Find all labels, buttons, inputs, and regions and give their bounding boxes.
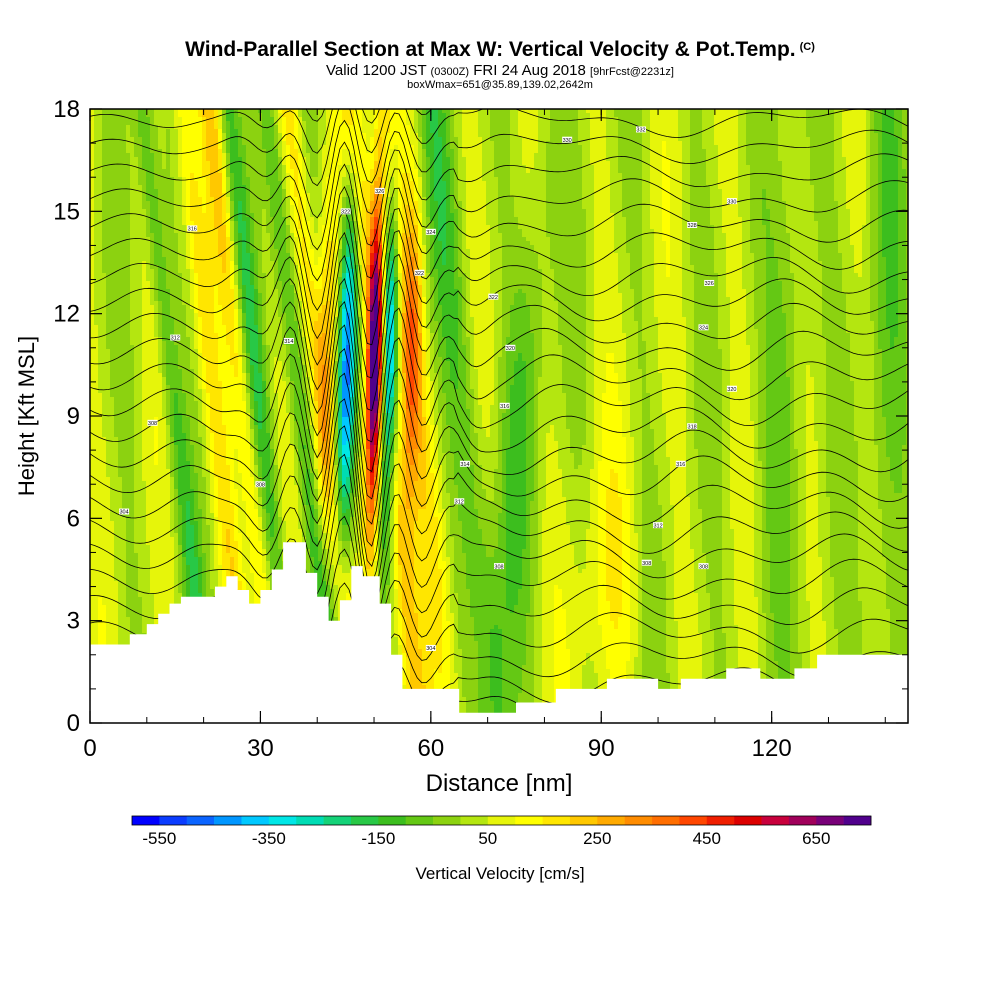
colorbar-swatch — [761, 816, 790, 825]
colorbar-swatch — [296, 816, 324, 825]
colorbar-swatch — [323, 816, 352, 825]
contour-label: 312 — [454, 498, 465, 505]
colorbar-tick-label: 250 — [583, 829, 611, 848]
contour-labels: 304 308 312 316 308 314 322 326 324 322 322 320 316 3… — [119, 126, 737, 652]
contour-label: 324 — [698, 324, 709, 332]
x-tick-label: 30 — [247, 735, 274, 762]
colorbar-swatch — [433, 816, 461, 825]
contour-label: 304 — [425, 644, 436, 652]
valid-prefix: Valid 1200 JST — [326, 62, 426, 79]
contour-label: 320 — [505, 344, 516, 352]
colorbar-swatch — [652, 816, 680, 825]
colorbar-tick-label: -550 — [142, 829, 176, 848]
colorbar-swatch — [706, 816, 735, 825]
contour-label: 312 — [653, 522, 664, 529]
contour-label: 326 — [704, 279, 715, 287]
contour-label: 320 — [726, 385, 737, 393]
contour-label: 322 — [414, 269, 425, 277]
colorbar-swatch — [132, 816, 160, 825]
contour-label: 322 — [488, 293, 499, 301]
colorbar-swatch — [214, 816, 242, 825]
colorbar-swatch — [597, 816, 625, 825]
contour-label: 308 — [698, 563, 709, 570]
y-tick-label: 0 — [67, 710, 80, 737]
colorbar: -550 -350 -150 50 250 450 650 — [131, 815, 872, 848]
colorbar-swatch — [569, 816, 598, 825]
colorbar-swatch — [843, 816, 872, 825]
contour-label: 308 — [494, 563, 504, 570]
colorbar-swatch — [350, 816, 379, 825]
colorbar-swatch — [241, 816, 270, 825]
colorbar-swatch — [186, 816, 215, 825]
x-tick-label: 120 — [752, 735, 792, 762]
colorbar-swatch — [460, 816, 489, 825]
colorbar-label: Vertical Velocity [cm/s] — [0, 864, 1000, 884]
valid-utc: (0300Z) — [431, 66, 470, 78]
forecast-info: [9hrFcst@2231z] — [590, 66, 674, 78]
colorbar-swatch — [734, 816, 762, 825]
y-tick-label: 18 — [53, 96, 80, 123]
chart-title: Wind-Parallel Section at Max W: Vertical… — [0, 38, 1000, 62]
axes: 0 30 60 90 120 0 3 6 9 12 15 18 Distance [nm] Height … — [14, 96, 908, 797]
x-tick-label: 0 — [83, 735, 96, 762]
colorbar-swatch — [624, 816, 653, 825]
y-tick-label: 15 — [53, 198, 80, 225]
colorbar-swatch — [679, 816, 708, 825]
colorbar-swatch — [515, 816, 543, 825]
copyright-mark: (C) — [800, 41, 815, 53]
contour-label: 314 — [459, 460, 470, 468]
colorbar-tick-label: -150 — [361, 829, 395, 848]
contour-label: 308 — [147, 419, 158, 427]
y-tick-label: 6 — [67, 505, 80, 532]
contour-label: 314 — [283, 337, 294, 345]
colorbar-swatch — [788, 816, 817, 825]
contour-label: 328 — [687, 221, 698, 229]
x-tick-label: 90 — [588, 735, 615, 762]
x-axis-label: Distance [nm] — [426, 770, 573, 797]
terrain — [90, 542, 908, 723]
contour-label: 326 — [374, 187, 385, 195]
contour-label: 308 — [255, 481, 266, 488]
terrain-fill — [90, 542, 908, 723]
contour-label: 304 — [119, 508, 130, 516]
colorbar-swatch — [487, 816, 516, 825]
contour-label: 330 — [726, 198, 737, 205]
contour-label: 308 — [641, 559, 652, 567]
box-info: boxWmax=651@35.89,139.02,2642m — [0, 79, 1000, 91]
contour-label: 312 — [170, 334, 181, 342]
contour-label: 316 — [499, 402, 510, 410]
title-main: Wind-Parallel Section at Max W: Vertical… — [185, 38, 796, 61]
x-tick-label: 60 — [417, 735, 444, 762]
y-tick-label: 3 — [67, 608, 80, 635]
contour-label: 316 — [675, 460, 686, 468]
colorbar-swatch — [268, 816, 297, 825]
contour-label: 332 — [636, 126, 647, 134]
y-axis-label: Height [Kft MSL] — [14, 336, 39, 496]
colorbar-swatch — [159, 816, 188, 825]
chart-subtitle: Valid 1200 JST (0300Z) FRI 24 Aug 2018 [… — [0, 62, 1000, 79]
colorbar-frame — [131, 815, 872, 826]
colorbar-swatch — [816, 816, 844, 825]
contour-label: 324 — [425, 228, 436, 236]
colorbar-swatch — [378, 816, 407, 825]
colorbar-swatch — [542, 816, 571, 825]
contour-label: 322 — [340, 208, 351, 216]
y-tick-label: 12 — [53, 301, 80, 328]
colorbar-tick-label: 450 — [693, 829, 721, 848]
contour-label: 316 — [187, 225, 198, 233]
contour-label: 330 — [562, 136, 573, 144]
colorbar-tick-label: -350 — [252, 829, 286, 848]
colorbar-swatch — [405, 816, 434, 825]
colorbar-tick-label: 50 — [478, 829, 497, 848]
colorbar-tick-label: 650 — [802, 829, 830, 848]
y-tick-label: 9 — [67, 403, 80, 430]
contour-label: 318 — [687, 423, 698, 430]
valid-date: FRI 24 Aug 2018 — [473, 62, 586, 79]
